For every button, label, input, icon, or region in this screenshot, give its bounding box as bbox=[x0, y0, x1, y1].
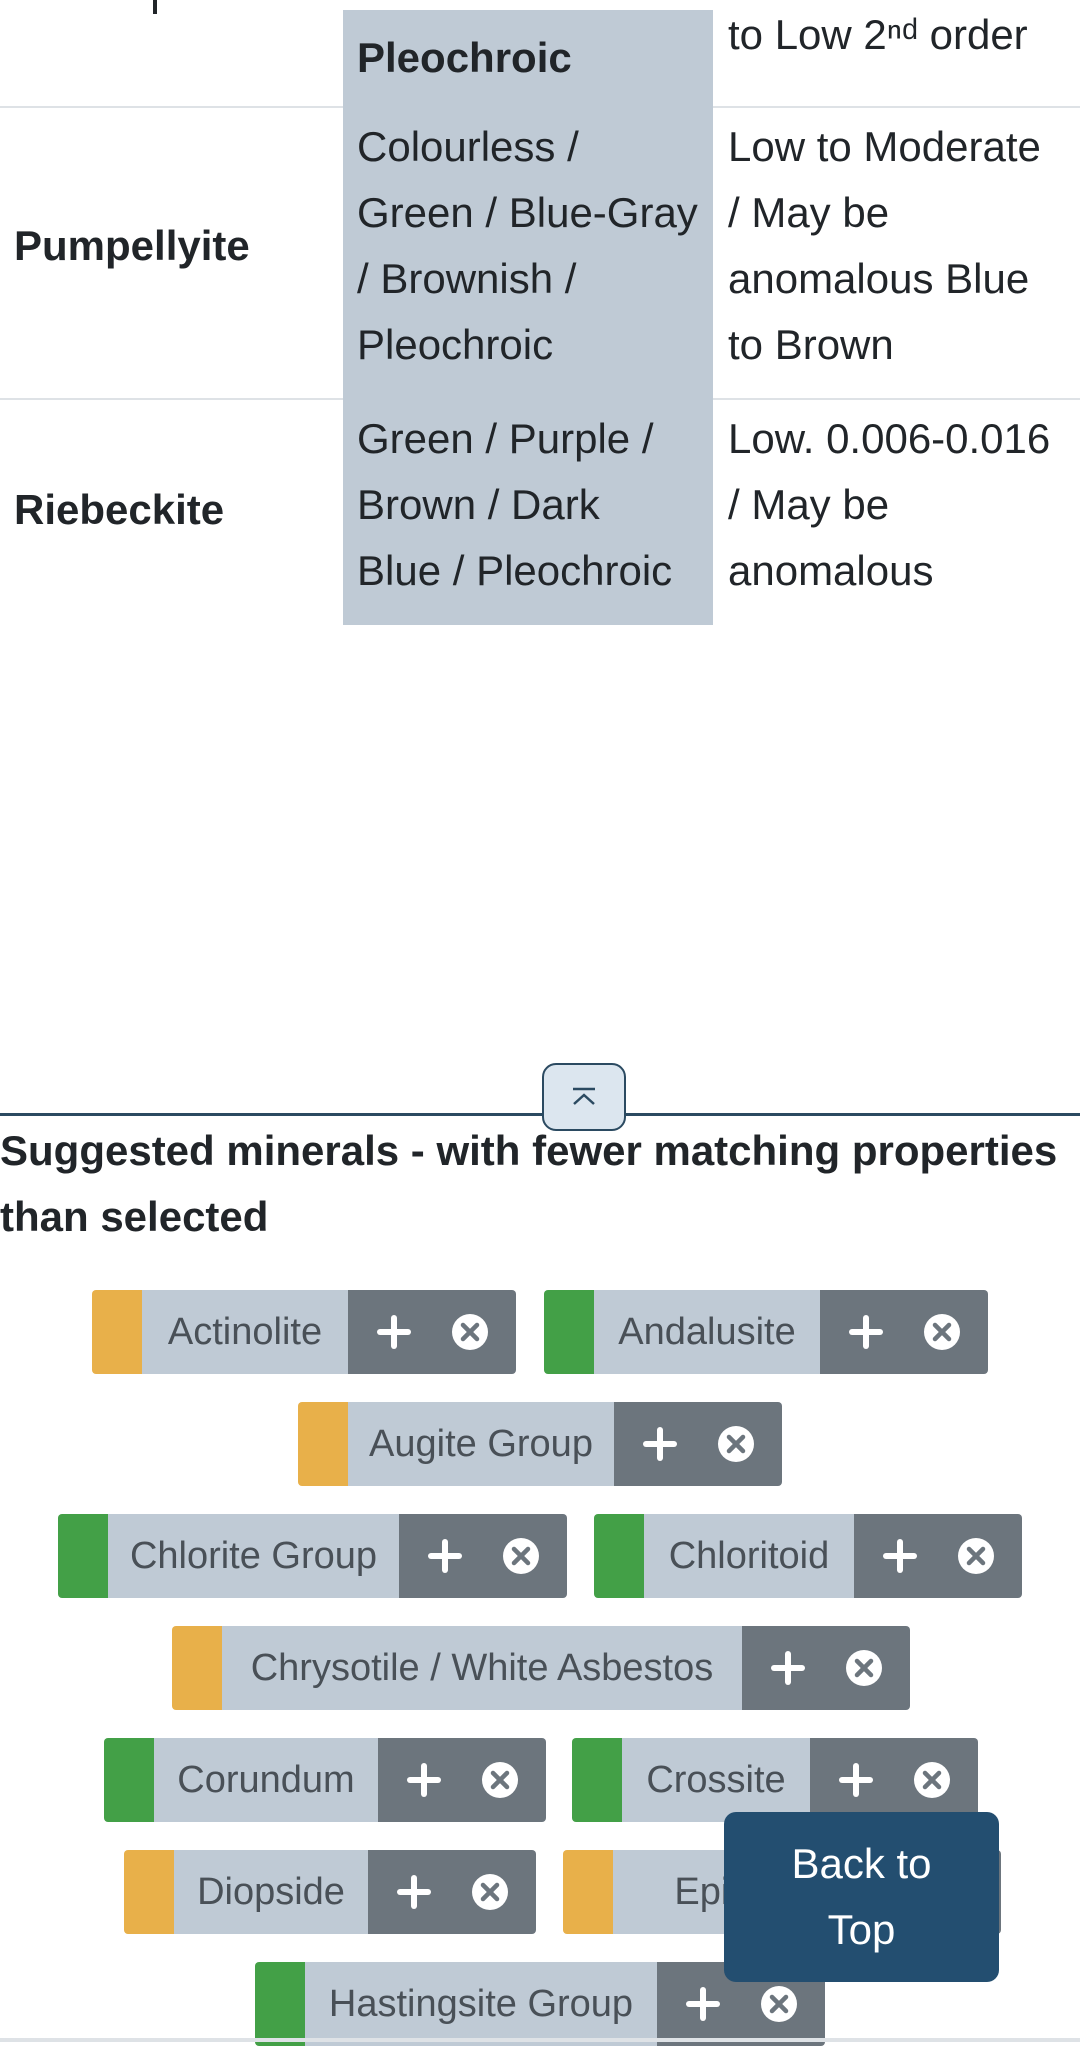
birefringence-line: to Brown bbox=[728, 321, 894, 368]
chip-actions bbox=[378, 1738, 546, 1822]
mineral-chip: Hastingsite Group bbox=[255, 1962, 825, 2046]
chip-actions bbox=[348, 1290, 516, 1374]
back-to-top-label: Back to Top bbox=[791, 1840, 932, 1953]
table-row: Riebeckite Green / Purple / Brown / Dark… bbox=[0, 398, 1080, 625]
colour-line: Blue / Pleochroic bbox=[357, 547, 673, 594]
chip-actions bbox=[820, 1290, 988, 1374]
mineral-chip: Augite Group bbox=[298, 1402, 782, 1486]
mineral-chip: Chrysotile / White Asbestos bbox=[172, 1626, 910, 1710]
mineral-name: Riebeckite bbox=[14, 486, 225, 533]
add-plus-icon[interactable] bbox=[758, 1638, 818, 1698]
chip-actions bbox=[854, 1514, 1022, 1598]
colour-line: Pleochroic bbox=[357, 321, 554, 368]
chip-label[interactable]: Andalusite bbox=[594, 1290, 820, 1374]
birefringence-line: anomalous bbox=[728, 547, 934, 594]
collapse-button[interactable] bbox=[542, 1063, 626, 1131]
colour-line: Green / Blue-Gray bbox=[357, 189, 698, 236]
status-swatch bbox=[124, 1850, 174, 1934]
colour-cell: Pleochroic bbox=[343, 10, 713, 106]
table-row: Pleochroic to Low 2ⁿᵈ order bbox=[0, 0, 1080, 108]
colour-cell: Green / Purple / Brown / Dark Blue / Ple… bbox=[343, 398, 713, 625]
add-plus-icon[interactable] bbox=[384, 1862, 444, 1922]
birefringence-cell: Low to Moderate / May be anomalous Blue … bbox=[714, 106, 1080, 398]
birefringence-line: anomalous Blue bbox=[728, 255, 1030, 302]
mineral-chip: Crossite bbox=[572, 1738, 978, 1822]
cell-fragment bbox=[153, 0, 157, 14]
chip-label[interactable]: Crossite bbox=[622, 1738, 810, 1822]
status-swatch bbox=[58, 1514, 108, 1598]
chip-actions bbox=[810, 1738, 978, 1822]
mineral-name: Pumpellyite bbox=[14, 222, 250, 269]
add-plus-icon[interactable] bbox=[364, 1302, 424, 1362]
chevron-up-bar-icon bbox=[573, 1087, 595, 1105]
remove-close-circle-icon[interactable] bbox=[946, 1526, 1006, 1586]
remove-close-circle-icon[interactable] bbox=[440, 1302, 500, 1362]
status-swatch bbox=[172, 1626, 222, 1710]
chip-actions bbox=[399, 1514, 567, 1598]
section-divider bbox=[0, 1113, 1080, 1116]
mineral-chip: Andalusite bbox=[544, 1290, 988, 1374]
remove-close-circle-icon[interactable] bbox=[834, 1638, 894, 1698]
add-plus-icon[interactable] bbox=[394, 1750, 454, 1810]
table-row: Pumpellyite Colourless / Green / Blue-Gr… bbox=[0, 106, 1080, 400]
colour-line: Brown / Dark bbox=[357, 481, 600, 528]
chip-label[interactable]: Chrysotile / White Asbestos bbox=[222, 1626, 742, 1710]
remove-close-circle-icon[interactable] bbox=[902, 1750, 962, 1810]
birefringence-line: Low. 0.006-0.016 bbox=[728, 415, 1051, 462]
page-bottom-border bbox=[0, 2038, 1080, 2042]
chip-label[interactable]: Augite Group bbox=[348, 1402, 614, 1486]
colour-line: Green / Purple / bbox=[357, 415, 654, 462]
birefringence-cell: Low. 0.006-0.016 / May be anomalous bbox=[714, 398, 1080, 625]
remove-close-circle-icon[interactable] bbox=[912, 1302, 972, 1362]
add-plus-icon[interactable] bbox=[836, 1302, 896, 1362]
chip-label[interactable]: Chlorite Group bbox=[108, 1514, 399, 1598]
mineral-chip: Chlorite Group bbox=[58, 1514, 567, 1598]
birefringence-text: to Low 2ⁿᵈ order bbox=[728, 11, 1028, 58]
chip-actions bbox=[368, 1850, 536, 1934]
birefringence-cell: to Low 2ⁿᵈ order bbox=[714, 0, 1080, 94]
add-plus-icon[interactable] bbox=[870, 1526, 930, 1586]
remove-close-circle-icon[interactable] bbox=[491, 1526, 551, 1586]
remove-close-circle-icon[interactable] bbox=[460, 1862, 520, 1922]
status-swatch bbox=[92, 1290, 142, 1374]
suggested-title: Suggested minerals - with fewer matching… bbox=[0, 1127, 1058, 1240]
status-swatch bbox=[255, 1962, 305, 2046]
birefringence-line: Low to Moderate bbox=[728, 123, 1041, 170]
status-swatch bbox=[594, 1514, 644, 1598]
colour-text: Pleochroic bbox=[357, 34, 572, 81]
chip-label[interactable]: Chloritoid bbox=[644, 1514, 854, 1598]
status-swatch bbox=[563, 1850, 613, 1934]
add-plus-icon[interactable] bbox=[673, 1974, 733, 2034]
add-plus-icon[interactable] bbox=[415, 1526, 475, 1586]
back-to-top-button[interactable]: Back to Top bbox=[724, 1812, 999, 1982]
birefringence-line: / May be bbox=[728, 481, 890, 528]
colour-line: Colourless / bbox=[357, 123, 579, 170]
mineral-chip: Chloritoid bbox=[594, 1514, 1022, 1598]
colour-cell: Colourless / Green / Blue-Gray / Brownis… bbox=[343, 106, 713, 398]
colour-line: / Brownish / bbox=[357, 255, 577, 302]
chip-label[interactable]: Actinolite bbox=[142, 1290, 348, 1374]
remove-close-circle-icon[interactable] bbox=[749, 1974, 809, 2034]
status-swatch bbox=[544, 1290, 594, 1374]
birefringence-line: / May be bbox=[728, 189, 890, 236]
mineral-chip: Corundum bbox=[104, 1738, 546, 1822]
add-plus-icon[interactable] bbox=[826, 1750, 886, 1810]
add-plus-icon[interactable] bbox=[630, 1414, 690, 1474]
chip-actions bbox=[614, 1402, 782, 1486]
chip-actions bbox=[742, 1626, 910, 1710]
mineral-chip: Actinolite bbox=[92, 1290, 516, 1374]
chip-label[interactable]: Corundum bbox=[154, 1738, 378, 1822]
remove-close-circle-icon[interactable] bbox=[470, 1750, 530, 1810]
chip-label[interactable]: Hastingsite Group bbox=[305, 1962, 657, 2046]
status-swatch bbox=[298, 1402, 348, 1486]
mineral-chip: Diopside bbox=[124, 1850, 536, 1934]
chip-label[interactable]: Diopside bbox=[174, 1850, 368, 1934]
status-swatch bbox=[104, 1738, 154, 1822]
status-swatch bbox=[572, 1738, 622, 1822]
remove-close-circle-icon[interactable] bbox=[706, 1414, 766, 1474]
